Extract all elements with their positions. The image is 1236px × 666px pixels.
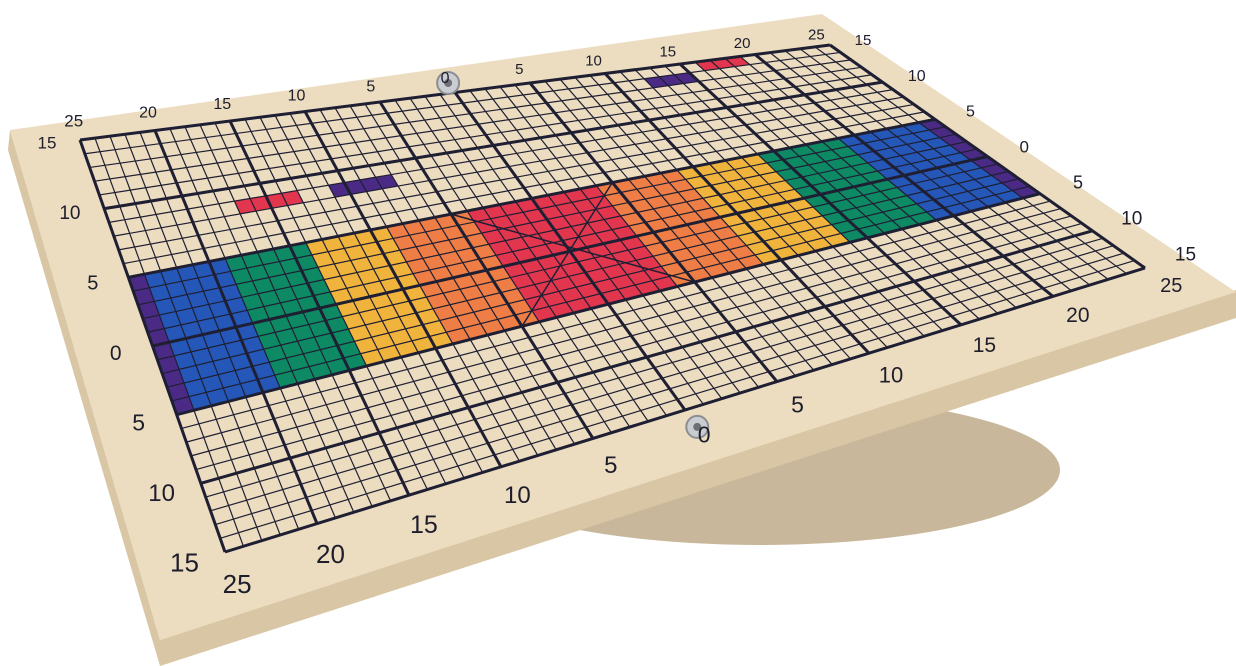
grid-line <box>108 89 894 223</box>
grid-line <box>166 178 1020 388</box>
scale-label: 15 <box>38 134 57 153</box>
scale-label: 10 <box>908 68 926 85</box>
grid-line <box>181 200 1051 429</box>
scale-label: 5 <box>366 79 375 96</box>
color-block <box>838 122 1023 221</box>
scale-label: 10 <box>1121 209 1142 230</box>
scale-label: 15 <box>170 547 199 577</box>
grid-line <box>205 237 1104 498</box>
scale-label: 20 <box>139 105 157 122</box>
scale-label: 15 <box>410 511 438 539</box>
grid-line <box>215 252 1125 526</box>
scale-label: 5 <box>1073 173 1083 193</box>
grid-line <box>84 51 841 155</box>
grid-line <box>99 74 873 196</box>
scale-label: 0 <box>110 342 122 365</box>
scale-label: 5 <box>87 273 98 295</box>
grid-line <box>210 245 1114 512</box>
grid-line <box>89 59 852 169</box>
scale-label: 5 <box>515 61 523 78</box>
grid-line <box>162 170 1009 375</box>
scale-label: 15 <box>973 334 996 357</box>
color-block <box>757 138 937 243</box>
grid-line <box>113 96 904 237</box>
color-block <box>676 154 851 265</box>
scale-label: 25 <box>64 112 83 131</box>
screw-hole <box>693 422 702 431</box>
scale-label: 10 <box>879 362 903 387</box>
grid-line <box>219 259 1135 539</box>
scale-label: 15 <box>659 44 676 61</box>
scale-label: 10 <box>504 482 531 509</box>
grid-line <box>94 66 862 182</box>
scale-label: 25 <box>223 569 252 599</box>
grid-line <box>137 133 957 306</box>
scale-label: 10 <box>585 52 602 69</box>
color-block <box>386 210 540 344</box>
grid-line <box>147 148 978 333</box>
scale-label: 0 <box>441 70 450 87</box>
grid-line <box>186 207 1062 443</box>
scale-label: 15 <box>213 96 231 113</box>
scale-label: 20 <box>734 35 751 52</box>
scale-label: 25 <box>1160 275 1182 297</box>
center-cross <box>450 213 695 283</box>
marker <box>695 56 750 71</box>
grid-line <box>133 126 946 292</box>
grid-line <box>142 141 967 320</box>
color-block <box>596 169 764 287</box>
scale-label: 20 <box>316 539 345 569</box>
grid-line <box>191 215 1072 457</box>
scale-label: 15 <box>1175 245 1196 266</box>
grid-line <box>103 80 883 211</box>
grid-line <box>123 111 925 265</box>
grid-line <box>171 185 1030 402</box>
scale-label: 10 <box>288 87 306 104</box>
grid-line <box>200 229 1093 485</box>
grid-line <box>128 117 936 279</box>
grid-line <box>195 222 1083 471</box>
grid-line <box>157 163 999 361</box>
scale-label: 0 <box>698 422 711 448</box>
scale-label: 15 <box>855 32 872 49</box>
center-cross <box>521 182 613 327</box>
grid-line <box>176 192 1041 417</box>
screw-hole <box>444 78 453 87</box>
scale-label: 0 <box>1020 138 1029 157</box>
scale-label: 5 <box>791 392 804 418</box>
scale-label: 10 <box>148 480 175 507</box>
grid-line <box>118 103 915 251</box>
scale-labels: 25 20 15 10 5 0 5 10 15 20 25 25 20 15 10 5 0 5 10 15 20 25 15… <box>38 26 1197 599</box>
grid-line <box>224 266 1146 554</box>
grid <box>78 43 1146 554</box>
scale-label: 5 <box>132 409 145 435</box>
scale-label: 5 <box>604 452 617 479</box>
scale-label: 25 <box>808 26 825 43</box>
scale-label: 10 <box>59 203 80 224</box>
marker <box>644 72 699 88</box>
scale-label: 20 <box>1066 304 1089 327</box>
scale-label: 5 <box>966 104 975 121</box>
